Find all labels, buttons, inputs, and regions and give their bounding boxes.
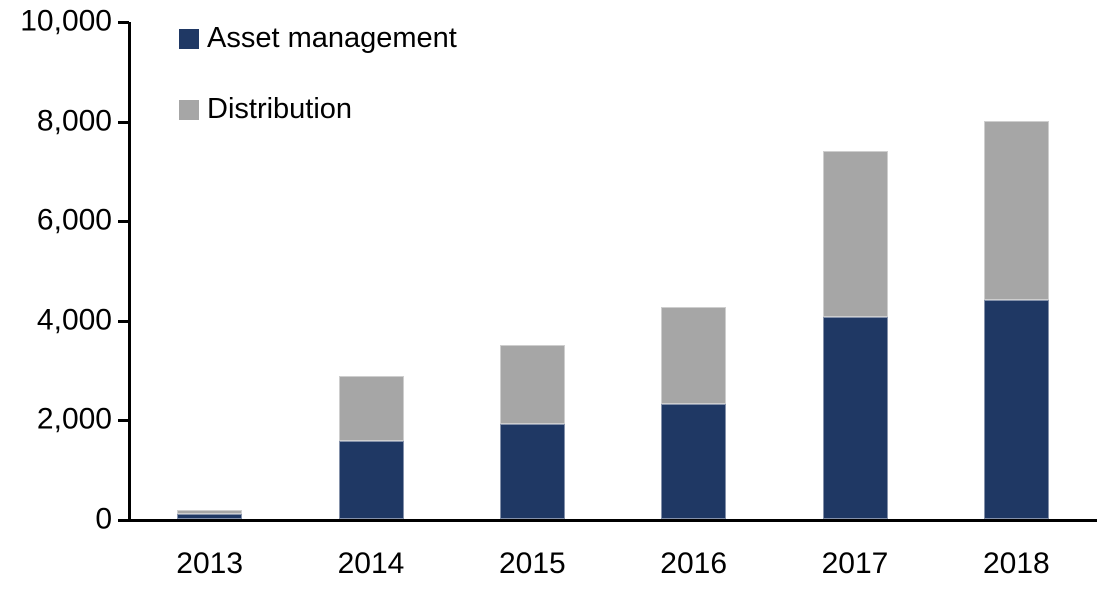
y-tick-label: 0: [95, 502, 112, 536]
y-tick-mark: [118, 319, 129, 323]
y-tick-mark: [118, 21, 129, 24]
legend-label-distribution: Distribution: [207, 93, 353, 125]
legend-item-distribution: Distribution: [179, 93, 457, 125]
bar-segment-asset-management: [983, 299, 1049, 519]
asset-management-swatch-icon: [179, 28, 199, 49]
bar-segment-asset-management: [822, 317, 888, 519]
x-tick-label: 2015: [498, 547, 566, 580]
bar-segment-distribution: [177, 509, 243, 514]
y-tick-mark: [118, 419, 129, 423]
x-tick-label: 2018: [982, 547, 1050, 580]
y-tick-mark: [118, 220, 129, 224]
distribution-swatch-icon: [179, 99, 199, 120]
bar-segment-distribution: [661, 307, 727, 405]
x-axis-line: [118, 519, 1097, 522]
x-tick-label: 2017: [821, 547, 889, 580]
legend: Asset management Distribution: [179, 22, 457, 125]
y-tick-label: 8,000: [36, 103, 112, 137]
legend-item-asset-management: Asset management: [179, 22, 457, 54]
x-tick-label: 2014: [337, 547, 405, 580]
bar-segment-distribution: [822, 151, 888, 318]
y-axis-line: [128, 22, 131, 522]
x-tick-label: 2016: [660, 547, 728, 580]
y-tick-label: 10,000: [20, 4, 112, 38]
legend-label-asset-management: Asset management: [207, 22, 457, 54]
bar-segment-asset-management: [177, 514, 243, 519]
bar-segment-distribution: [983, 120, 1049, 300]
bar-segment-distribution: [338, 375, 404, 442]
bar-segment-asset-management: [499, 424, 565, 519]
y-tick-label: 2,000: [36, 402, 112, 436]
y-tick-mark: [118, 120, 129, 124]
bar-segment-distribution: [499, 344, 565, 425]
y-tick-label: 4,000: [36, 303, 112, 337]
bar-segment-asset-management: [661, 404, 727, 519]
y-tick-label: 6,000: [36, 203, 112, 237]
x-tick-label: 2013: [176, 547, 244, 580]
bar-segment-asset-management: [338, 441, 404, 519]
